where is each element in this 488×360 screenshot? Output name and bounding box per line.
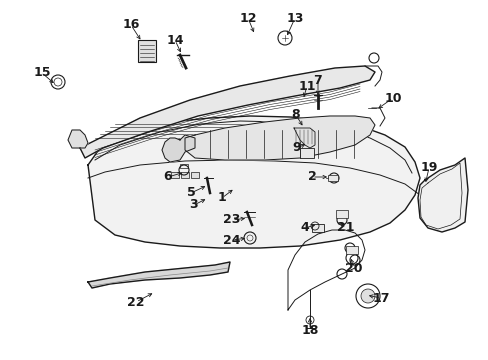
Bar [181,172,189,178]
Polygon shape [88,116,419,248]
Text: 6: 6 [163,171,172,184]
Text: 14: 14 [166,33,183,46]
Text: 12: 12 [239,12,256,24]
Text: 22: 22 [127,296,144,309]
Text: 8: 8 [291,108,300,121]
Text: 10: 10 [384,91,401,104]
Bar [346,246,357,254]
Polygon shape [80,66,374,158]
Text: 20: 20 [345,261,362,274]
Text: 13: 13 [286,12,303,24]
Polygon shape [68,130,88,148]
Text: 24: 24 [223,234,240,247]
Text: 16: 16 [122,18,140,31]
Text: 15: 15 [33,67,51,80]
Text: 7: 7 [313,73,322,86]
Text: 1: 1 [217,192,226,204]
Text: 11: 11 [298,80,315,93]
Polygon shape [293,128,314,148]
Bar [138,40,156,62]
Polygon shape [88,262,229,288]
Text: 9: 9 [292,141,301,154]
Polygon shape [162,135,195,162]
Polygon shape [184,116,374,160]
Text: 17: 17 [371,292,389,305]
Bar [171,172,179,178]
Text: 18: 18 [301,324,318,337]
Text: 23: 23 [223,213,240,226]
Text: 4: 4 [300,221,309,234]
Text: 21: 21 [337,221,354,234]
Bar [180,164,187,168]
Text: 3: 3 [189,198,198,211]
Bar [311,224,324,232]
Text: 5: 5 [186,186,195,199]
Bar [335,210,347,218]
Bar [299,148,313,158]
Bar [327,175,337,181]
Bar [191,172,199,178]
Polygon shape [417,158,467,232]
Text: 2: 2 [307,171,316,184]
Text: 19: 19 [420,162,437,175]
Circle shape [360,289,374,303]
